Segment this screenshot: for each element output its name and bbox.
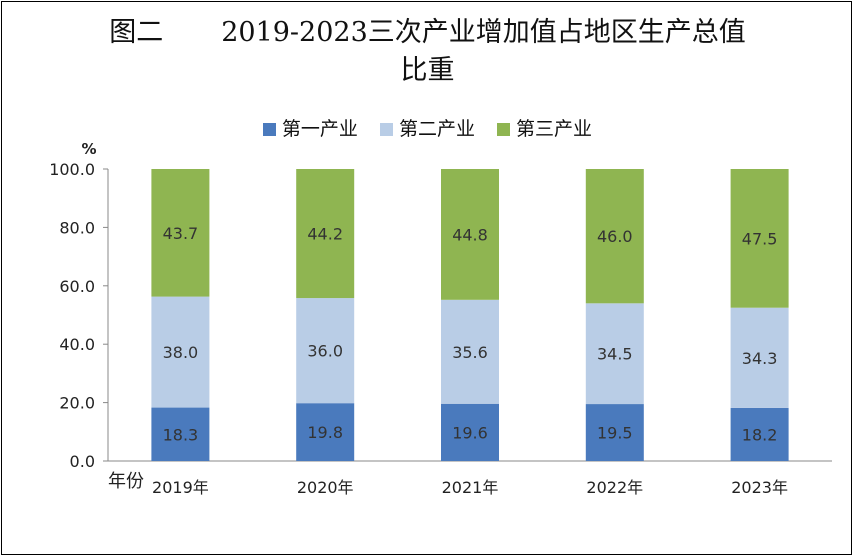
bar-segment: [296, 169, 355, 299]
data-label: 18.3: [163, 425, 199, 444]
y-tick-label: 40.0: [59, 335, 95, 354]
title-line-1: 2019-2023三次产业增加值占地区生产总值: [221, 17, 746, 48]
legend-label-secondary: 第二产业: [398, 118, 475, 140]
data-label: 34.3: [742, 349, 778, 368]
y-axis-unit-label: %: [81, 140, 96, 158]
bar-segment: [151, 407, 210, 461]
bar-segment: [151, 169, 210, 297]
data-label: 19.8: [307, 423, 343, 442]
bar-segment: [296, 298, 355, 404]
x-tick-label: 2023年: [731, 478, 788, 497]
bar-segment: [730, 307, 789, 408]
bar-segment: [730, 407, 789, 461]
data-label: 36.0: [307, 342, 343, 361]
bar-segment: [585, 404, 644, 461]
bar-segment: [296, 403, 355, 461]
y-tick-label: 60.0: [59, 277, 95, 296]
legend-item-secondary: 第二产业: [379, 114, 475, 141]
title-line-2: 比重: [400, 55, 455, 86]
legend-item-tertiary: 第三产业: [497, 114, 592, 141]
y-tick-label: 0.0: [70, 452, 95, 471]
legend-swatch-tertiary: [497, 123, 511, 136]
data-label: 34.5: [597, 345, 633, 364]
y-tick-label: 100.0: [49, 160, 95, 179]
x-tick-label: 2019年: [152, 478, 209, 497]
legend-label-tertiary: 第三产业: [516, 118, 593, 140]
bar-segment: [441, 403, 499, 461]
data-label: 18.2: [742, 425, 778, 444]
x-axis-title: 年份: [108, 471, 144, 492]
figure-label: 图二: [109, 17, 164, 48]
x-tick-label: 2020年: [297, 478, 354, 497]
data-label: 43.7: [163, 224, 199, 243]
data-label: 19.6: [452, 423, 488, 442]
bar-segment: [585, 303, 644, 405]
x-tick-label: 2021年: [442, 478, 499, 497]
bar-segment: [730, 169, 789, 308]
data-label: 38.0: [163, 343, 199, 362]
bar-segment: [585, 169, 644, 304]
legend-swatch-secondary: [379, 123, 393, 136]
legend-item-primary: 第一产业: [262, 114, 358, 141]
data-label: 47.5: [742, 229, 778, 248]
legend-label-primary: 第一产业: [281, 118, 358, 140]
data-label: 35.6: [452, 343, 488, 362]
x-tick-label: 2022年: [586, 478, 643, 497]
chart-title: 图二 2019-2023三次产业增加值占地区生产总值 比重: [0, 14, 855, 90]
y-tick-label: 20.0: [59, 394, 95, 413]
data-label: 44.2: [307, 225, 343, 244]
data-label: 19.5: [597, 424, 633, 443]
bar-segment: [441, 299, 499, 404]
bar-segment: [441, 169, 499, 300]
data-label: 46.0: [597, 227, 633, 246]
legend: 第一产业 第二产业 第三产业: [0, 114, 855, 141]
y-tick-label: 80.0: [59, 218, 95, 237]
legend-swatch-primary: [262, 123, 276, 136]
bar-segment: [151, 296, 210, 408]
data-label: 44.8: [452, 225, 488, 244]
